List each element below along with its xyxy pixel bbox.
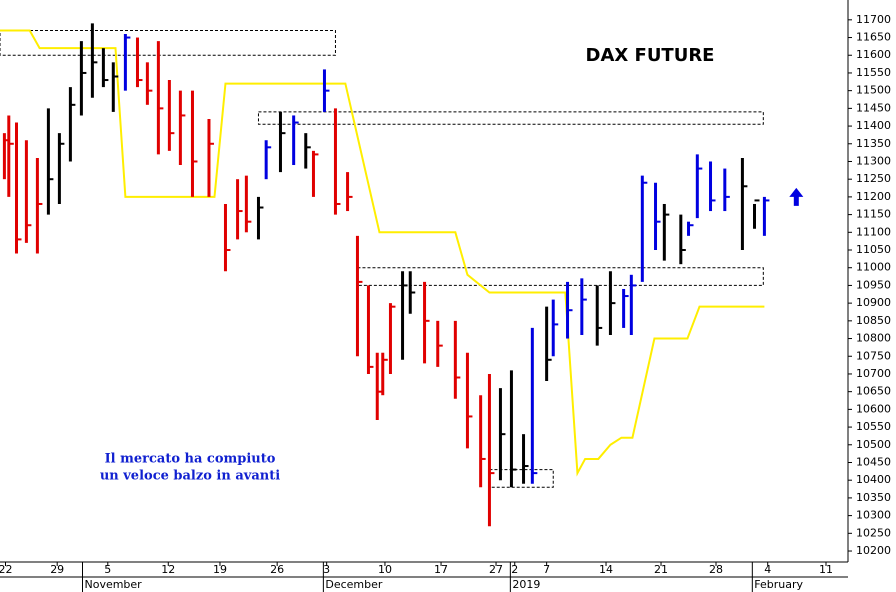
month-label: December bbox=[325, 578, 383, 591]
y-tick-label: 11350 bbox=[856, 137, 891, 150]
y-tick-label: 11450 bbox=[856, 101, 891, 114]
y-tick-label: 11650 bbox=[856, 31, 891, 44]
month-label: 2019 bbox=[512, 578, 540, 591]
y-tick-label: 10250 bbox=[856, 526, 891, 539]
x-tick-label: 14 bbox=[599, 563, 613, 576]
stop-line bbox=[0, 29, 765, 477]
y-tick-label: 10350 bbox=[856, 491, 891, 504]
x-tick-label: 5 bbox=[104, 563, 111, 576]
y-tick-label: 11400 bbox=[856, 119, 891, 132]
y-tick-label: 10500 bbox=[856, 438, 891, 451]
y-tick-label: 10800 bbox=[856, 332, 891, 345]
x-tick-label: 10 bbox=[378, 563, 392, 576]
y-tick-label: 11600 bbox=[856, 48, 891, 61]
x-tick-label: 28 bbox=[709, 563, 723, 576]
x-tick-label: 26 bbox=[270, 563, 284, 576]
y-tick-label: 10950 bbox=[856, 278, 891, 291]
y-tick-label: 10400 bbox=[856, 473, 891, 486]
signal-arrow bbox=[789, 187, 804, 206]
x-tick-label: 19 bbox=[213, 563, 227, 576]
x-tick-label: 27 bbox=[489, 563, 503, 576]
y-tick-label: 10650 bbox=[856, 385, 891, 398]
y-tick-label: 10300 bbox=[856, 509, 891, 522]
y-tick-label: 10900 bbox=[856, 296, 891, 309]
y-tick-label: 10850 bbox=[856, 314, 891, 327]
y-tick-label: 10600 bbox=[856, 402, 891, 415]
chart-title: DAX FUTURE bbox=[586, 45, 715, 66]
price-zone bbox=[0, 29, 336, 56]
x-tick-label: 4 bbox=[764, 563, 771, 576]
x-tick-label: 21 bbox=[654, 563, 668, 576]
x-tick-label: 2 bbox=[511, 563, 518, 576]
x-tick-label: 12 bbox=[161, 563, 175, 576]
month-label: November bbox=[84, 578, 142, 591]
x-tick-label: 7 bbox=[543, 563, 550, 576]
y-tick-label: 11700 bbox=[856, 13, 891, 26]
y-tick-label: 11500 bbox=[856, 84, 891, 97]
y-tick-label: 10750 bbox=[856, 349, 891, 362]
x-tick-label: 3 bbox=[323, 563, 330, 576]
month-label: February bbox=[754, 578, 803, 591]
price-zone bbox=[356, 267, 764, 286]
y-tick-label: 10200 bbox=[856, 544, 891, 557]
y-tick-label: 11050 bbox=[856, 243, 891, 256]
y-tick-label: 11550 bbox=[856, 66, 891, 79]
x-tick-label: 29 bbox=[50, 563, 64, 576]
x-tick-label: 22 bbox=[0, 563, 12, 576]
price-zone bbox=[488, 469, 554, 488]
annotation: Il mercato ha compiuto bbox=[105, 452, 276, 467]
price-zone bbox=[257, 111, 764, 125]
y-tick-label: 10450 bbox=[856, 455, 891, 468]
y-tick-label: 11000 bbox=[856, 261, 891, 274]
y-tick-label: 11150 bbox=[856, 208, 891, 221]
x-tick-label: 11 bbox=[819, 563, 833, 576]
y-tick-label: 11250 bbox=[856, 172, 891, 185]
y-tick-label: 11200 bbox=[856, 190, 891, 203]
y-tick-label: 10700 bbox=[856, 367, 891, 380]
y-tick-label: 10550 bbox=[856, 420, 891, 433]
y-tick-label: 11100 bbox=[856, 225, 891, 238]
y-tick-label: 11300 bbox=[856, 154, 891, 167]
annotation: un veloce balzo in avanti bbox=[100, 469, 280, 484]
x-tick-label: 17 bbox=[434, 563, 448, 576]
